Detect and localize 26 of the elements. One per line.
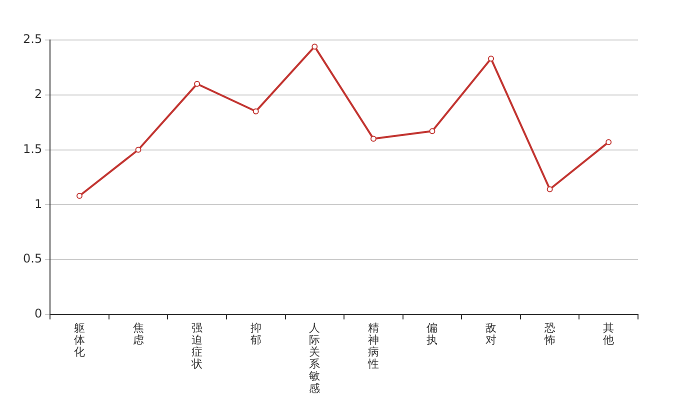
point bbox=[429, 128, 436, 134]
x-tick-label: 精神病性 bbox=[366, 321, 379, 371]
point bbox=[488, 56, 494, 62]
point bbox=[606, 139, 612, 146]
x-tick-label: 强迫症状 bbox=[190, 321, 203, 371]
x-tick-label: 焦虑 bbox=[132, 321, 144, 346]
point bbox=[194, 80, 200, 87]
point bbox=[135, 146, 142, 153]
point bbox=[370, 136, 376, 142]
point bbox=[312, 44, 318, 50]
x-tick-label: 其他 bbox=[603, 321, 614, 346]
x-tick-label: 恐怖 bbox=[543, 321, 556, 346]
x-tick-label: 躯体化 bbox=[74, 321, 85, 359]
x-tick-label: 抑郁 bbox=[250, 321, 262, 346]
y-tick-label: 1.5 bbox=[22, 142, 42, 156]
x-tick-label: 偏执 bbox=[426, 321, 438, 346]
y-tick-label: 0 bbox=[34, 306, 42, 321]
y-tick-label: 2.5 bbox=[22, 32, 42, 46]
x-tick-label: 人际关系敏感 bbox=[309, 321, 320, 395]
point bbox=[252, 108, 259, 114]
y-tick-label: 0.5 bbox=[22, 252, 42, 266]
point bbox=[76, 192, 82, 199]
y-tick-label: 2 bbox=[34, 87, 42, 102]
x-tick-label: 敌对 bbox=[486, 321, 497, 346]
point bbox=[546, 186, 553, 192]
y-tick-label: 1 bbox=[34, 196, 42, 211]
